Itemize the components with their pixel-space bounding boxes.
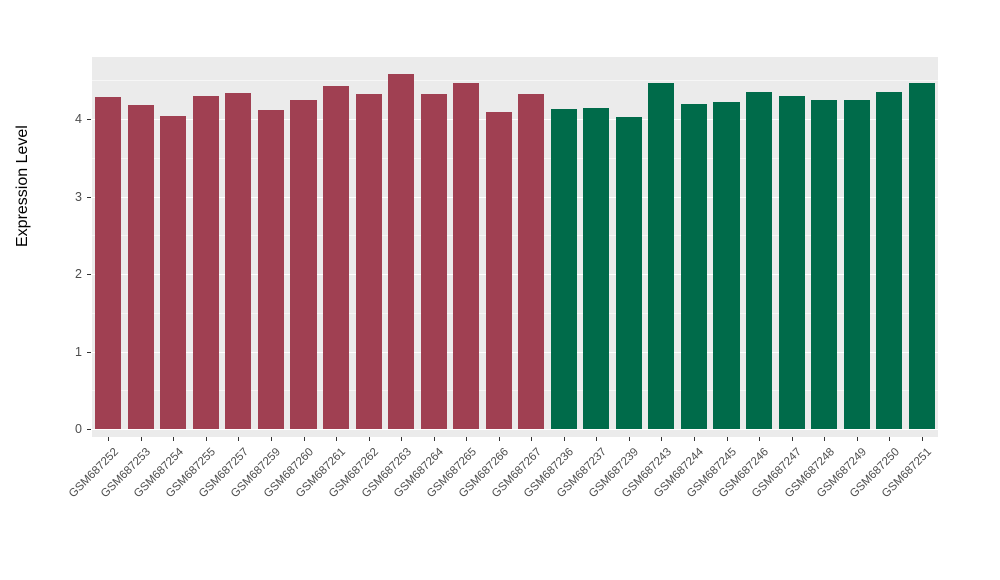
bar-GSM687261: [323, 86, 350, 429]
x-tick-mark: [173, 437, 175, 441]
x-tick-mark: [856, 437, 858, 441]
x-tick-mark: [596, 437, 598, 441]
x-tick-mark: [531, 437, 533, 441]
y-tick-label: 4: [75, 112, 82, 126]
bar-GSM687248: [811, 99, 838, 429]
x-tick-mark: [628, 437, 630, 441]
bar-GSM687267: [518, 94, 545, 429]
x-tick-mark: [791, 437, 793, 441]
bar-GSM687254: [160, 115, 187, 429]
x-tick-mark: [726, 437, 728, 441]
x-tick-mark: [303, 437, 305, 441]
x-tick-mark: [921, 437, 923, 441]
bar-GSM687249: [843, 99, 870, 429]
x-tick-mark: [889, 437, 891, 441]
x-tick-mark: [759, 437, 761, 441]
bar-GSM687257: [225, 93, 252, 429]
bar-GSM687265: [453, 83, 480, 429]
bar-GSM687251: [908, 82, 935, 429]
y-tick-mark: [87, 274, 91, 275]
x-tick-mark: [336, 437, 338, 441]
bar-GSM687243: [648, 82, 675, 429]
y-tick-label: 1: [75, 344, 82, 359]
x-tick-mark: [563, 437, 565, 441]
bar-GSM687236: [550, 108, 577, 429]
gridline-major: [92, 196, 938, 198]
y-tick-label: 2: [75, 267, 82, 281]
gridline-minor: [92, 235, 938, 237]
x-tick-mark: [140, 437, 142, 441]
bar-GSM687252: [95, 97, 122, 429]
bar-GSM687239: [615, 117, 642, 429]
x-tick-mark: [238, 437, 240, 441]
bar-GSM687247: [778, 95, 805, 429]
x-tick-mark: [205, 437, 207, 441]
bar-GSM687246: [746, 91, 773, 429]
x-tick-mark: [693, 437, 695, 441]
x-tick-mark: [108, 437, 110, 441]
bar-GSM687253: [127, 105, 154, 429]
bar-GSM687263: [388, 74, 415, 429]
y-tick-label: 0: [75, 422, 82, 436]
gridline-major: [92, 351, 938, 353]
x-tick-mark: [270, 437, 272, 441]
plot-panel: [92, 57, 938, 437]
x-tick-mark: [401, 437, 403, 441]
x-tick-mark: [368, 437, 370, 441]
bar-GSM687264: [420, 94, 447, 429]
y-tick-mark: [87, 429, 91, 430]
bar-GSM687260: [290, 100, 317, 429]
bar-GSM687237: [583, 108, 610, 429]
gridline-major: [92, 429, 938, 430]
bar-GSM687259: [257, 109, 284, 429]
bar-GSM687262: [355, 94, 382, 429]
x-tick-mark: [498, 437, 500, 441]
x-tick-mark: [661, 437, 663, 441]
y-tick-mark: [87, 351, 91, 353]
bar-GSM687244: [680, 104, 707, 429]
gridline-minor: [92, 80, 938, 82]
y-tick-mark: [87, 119, 91, 120]
x-tick-mark: [433, 437, 435, 441]
y-tick-mark: [87, 196, 91, 198]
bar-GSM687245: [713, 101, 740, 429]
gridline-minor: [92, 390, 938, 392]
bar-GSM687266: [485, 112, 512, 429]
gridline-major: [92, 274, 938, 275]
x-tick-mark: [466, 437, 468, 441]
y-tick-label: 3: [75, 189, 82, 204]
x-tick-mark: [824, 437, 826, 441]
bar-GSM687255: [192, 95, 219, 429]
gridline-major: [92, 119, 938, 120]
bar-GSM687250: [876, 91, 903, 429]
gridline-minor: [92, 157, 938, 159]
gridline-minor: [92, 312, 938, 314]
